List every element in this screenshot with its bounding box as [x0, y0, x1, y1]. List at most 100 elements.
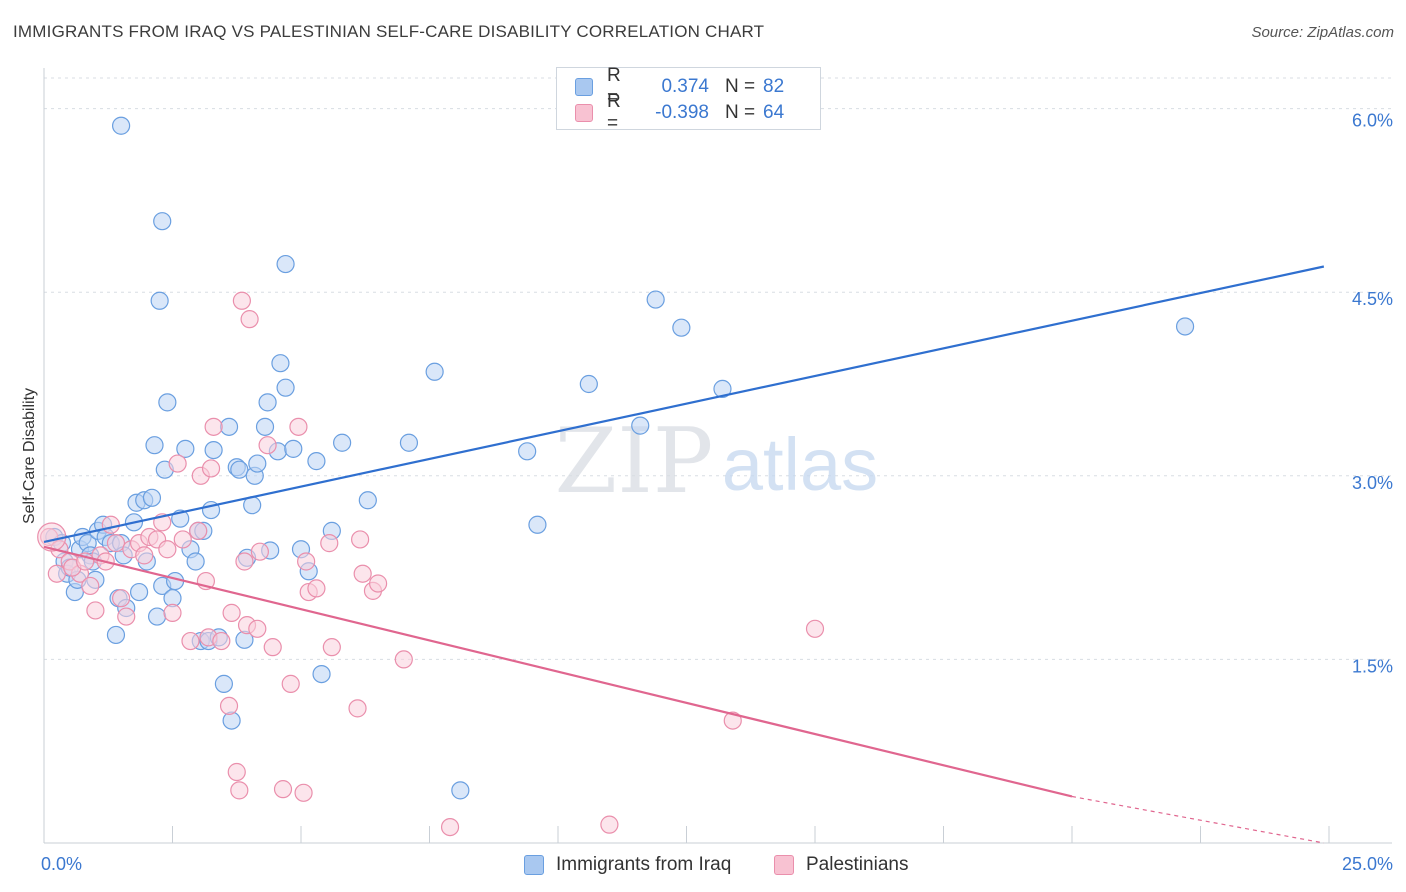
point-palestinians [101, 515, 120, 534]
point-iraq [358, 491, 377, 510]
points-layer [37, 116, 1195, 837]
point-iraq [312, 664, 331, 684]
point-iraq [111, 116, 131, 135]
point-palestinians [204, 417, 223, 436]
chart-source: Source: ZipAtlas.com [1251, 24, 1394, 41]
point-iraq [158, 393, 177, 412]
series-legend-iraq[interactable]: Immigrants from Iraq [524, 851, 731, 879]
legend-n-label: N = [725, 102, 756, 123]
point-palestinians [189, 521, 208, 540]
point-iraq [276, 378, 295, 397]
point-palestinians [168, 454, 187, 473]
y-tick-label: 4.5% [1352, 289, 1393, 309]
point-palestinians [235, 552, 254, 571]
point-iraq [451, 781, 470, 800]
grid-layer [44, 77, 1392, 660]
point-palestinians [173, 530, 192, 549]
point-iraq [255, 417, 275, 436]
point-palestinians [723, 711, 742, 730]
point-iraq [713, 379, 732, 398]
point-iraq [230, 460, 249, 479]
point-palestinians [248, 619, 267, 638]
series-swatch-iraq [524, 855, 544, 875]
point-palestinians [117, 607, 136, 626]
point-palestinians [289, 417, 308, 436]
point-palestinians [111, 589, 131, 608]
point-iraq [142, 488, 162, 507]
point-iraq [399, 433, 419, 452]
point-palestinians [86, 601, 105, 620]
point-palestinians [273, 780, 293, 799]
point-palestinians [440, 817, 460, 837]
point-iraq [646, 290, 665, 309]
point-iraq [176, 439, 195, 458]
legend-n-label: N = [725, 76, 756, 97]
point-palestinians [258, 436, 277, 455]
legend-swatch-palestinians [575, 104, 593, 122]
legend-row-palestinians: R = -0.398 N = 64 [575, 91, 785, 134]
point-iraq [672, 318, 691, 337]
point-palestinians [351, 530, 370, 549]
legend-row-iraq: R = 0.374 N = 82 [575, 65, 785, 108]
axis-layer [43, 68, 1392, 844]
x-tick-label: 25.0% [1342, 854, 1393, 874]
point-iraq [222, 711, 241, 730]
trend-layer [43, 265, 1325, 844]
legend-r-value: -0.398 [655, 102, 709, 123]
point-iraq [528, 515, 547, 534]
point-palestinians [281, 674, 300, 693]
point-iraq [333, 433, 352, 452]
series-label-iraq: Immigrants from Iraq [556, 854, 732, 875]
point-palestinians [37, 522, 67, 552]
point-iraq [518, 442, 537, 461]
point-palestinians [294, 783, 313, 802]
y-tick-label: 3.0% [1352, 473, 1393, 493]
point-iraq [147, 607, 167, 626]
legend-r-label: R = [607, 91, 621, 134]
point-iraq [186, 552, 205, 571]
point-palestinians [297, 552, 316, 571]
point-palestinians [348, 699, 367, 718]
point-iraq [145, 436, 164, 455]
point-iraq [219, 417, 239, 436]
legend-n-value: 82 [763, 76, 785, 97]
point-iraq [425, 362, 444, 381]
point-iraq [276, 254, 295, 274]
point-iraq [248, 454, 267, 473]
point-iraq [153, 212, 172, 231]
point-palestinians [263, 638, 282, 657]
point-iraq [1175, 317, 1195, 336]
point-palestinians [158, 540, 177, 559]
point-palestinians [227, 762, 246, 782]
point-palestinians [219, 696, 239, 716]
point-palestinians [394, 650, 413, 669]
point-palestinians [322, 638, 341, 657]
trend-line-palestinians [43, 545, 1073, 798]
legend-n-value: 64 [763, 102, 785, 123]
legend-r-value: 0.374 [661, 76, 709, 97]
label-layer: 1.5% 3.0% 4.5% 6.0% 0.0% 25.0% [41, 111, 1393, 874]
point-iraq [271, 354, 290, 373]
point-iraq [106, 625, 126, 645]
point-palestinians [307, 579, 326, 598]
point-iraq [579, 374, 598, 394]
point-iraq [129, 582, 149, 602]
series-legend-palestinians[interactable]: Palestinians [774, 851, 908, 879]
trend-line-iraq [43, 265, 1325, 543]
point-palestinians [201, 459, 221, 478]
trend-line-palestinians-extension [1071, 795, 1324, 844]
point-palestinians [353, 564, 372, 583]
y-tick-label: 1.5% [1352, 656, 1393, 676]
point-palestinians [240, 310, 259, 329]
y-axis-title: Self-Care Disability [21, 388, 38, 524]
point-palestinians [181, 631, 200, 651]
point-iraq [307, 452, 326, 471]
point-palestinians [81, 576, 100, 596]
point-iraq [631, 416, 650, 435]
point-palestinians [805, 619, 825, 638]
point-iraq [284, 439, 303, 458]
point-palestinians [232, 291, 251, 310]
point-palestinians [163, 603, 182, 622]
point-palestinians [222, 603, 241, 622]
